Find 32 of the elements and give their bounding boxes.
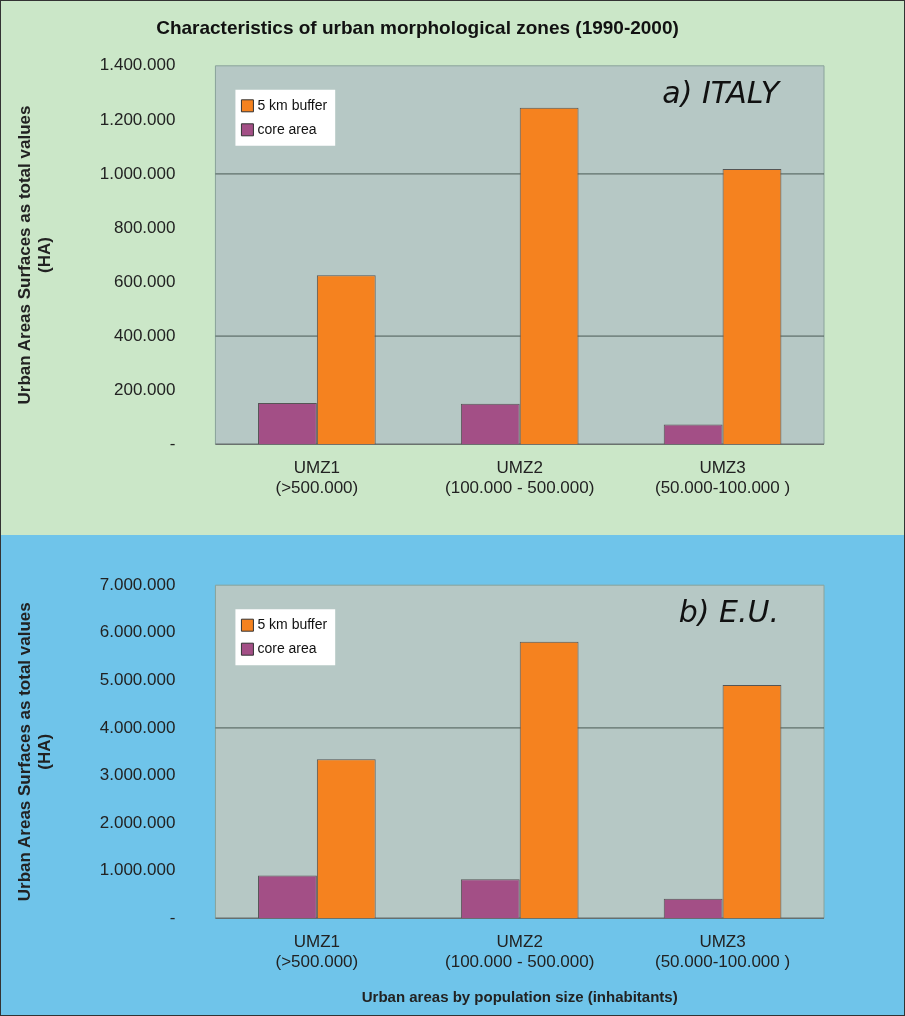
x-tick-label: UMZ1 (>500.000) [275,932,359,972]
y-tick-label: 3.000.000 [99,765,176,785]
legend-label: core area [257,120,317,137]
y-tick-label: 200.000 [113,379,176,399]
y-tick-label: 1.000.000 [99,860,176,880]
y-tick-label: 1.200.000 [99,109,176,129]
x-tick-label: UMZ3 (50.000-100.000 ) [654,932,791,972]
y-tick-label: 4.000.000 [99,717,176,737]
annotation: b) E.U. [678,594,779,629]
x-tick-label: UMZ2 (100.000 - 500.000) [445,458,595,498]
y-axis-title: Urban Areas Surfaces as total values (HA) [14,602,55,902]
x-axis-title: Urban areas by population size (inhabitants) [361,988,678,1006]
y-axis-title: Urban Areas Surfaces as total values (HA) [14,105,55,405]
y-tick-label: 1.000.000 [99,163,176,183]
y-tick-label: 400.000 [113,325,176,345]
x-tick-label: UMZ1 (>500.000) [275,458,359,498]
legend-label: core area [257,640,317,657]
y-tick-label: 1.400.000 [99,55,176,75]
y-tick-label: 6.000.000 [99,622,176,642]
chart-title: Characteristics of urban morphological zones (1990-2000) [156,16,679,38]
y-tick-label: 600.000 [113,271,176,291]
y-tick-label: - [169,907,176,927]
y-tick-label: 5.000.000 [99,670,176,690]
y-tick-label: 7.000.000 [99,574,176,594]
y-tick-label: 2.000.000 [99,812,176,832]
y-tick-label: - [169,433,176,453]
legend-label: 5 km buffer [257,616,328,633]
annotation: a) ITALY [662,74,782,110]
y-tick-label: 800.000 [113,217,176,237]
x-tick-label: UMZ3 (50.000-100.000 ) [654,458,791,498]
x-tick-label: UMZ2 (100.000 - 500.000) [445,932,595,972]
legend-label: 5 km buffer [257,96,328,113]
